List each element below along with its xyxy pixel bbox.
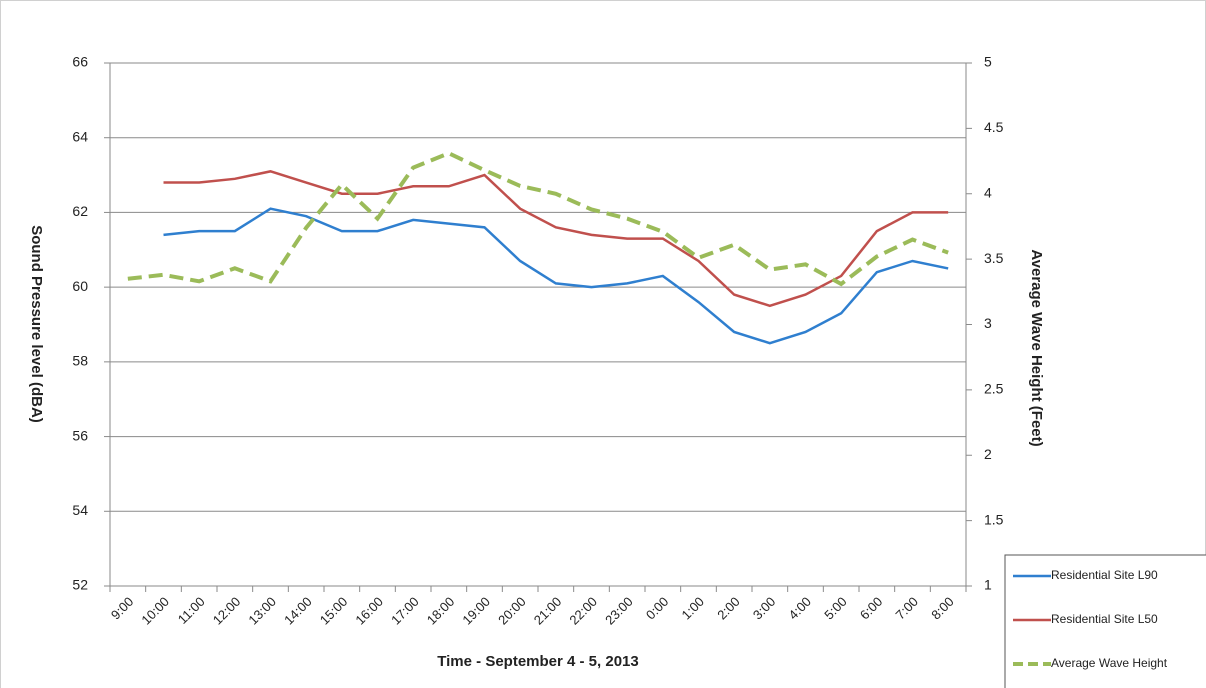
y2-tick-label: 5 — [984, 54, 992, 70]
x-tick-label: 2:00 — [714, 594, 743, 623]
x-tick-label: 0:00 — [643, 594, 672, 623]
y2-axis-title: Average Wave Height (Feet) — [1028, 249, 1045, 446]
y2-tick-label: 1 — [984, 577, 992, 593]
legend-label: Residential Site L90 — [1051, 568, 1158, 582]
x-tick-label: 21:00 — [531, 594, 565, 628]
x-tick-label: 12:00 — [210, 594, 244, 628]
x-tick-label: 16:00 — [352, 594, 386, 628]
x-tick-label: 11:00 — [175, 594, 208, 627]
x-tick-label: 13:00 — [245, 594, 279, 628]
x-tick-label: 7:00 — [893, 594, 922, 623]
y2-tick-label: 4.5 — [984, 119, 1004, 135]
y2-tick-label: 1.5 — [984, 511, 1004, 527]
series-line — [127, 151, 949, 287]
x-tick-label: 23:00 — [602, 594, 636, 628]
x-tick-label: 20:00 — [495, 594, 529, 628]
x-tick-label: 22:00 — [566, 594, 600, 628]
x-tick-label: 18:00 — [424, 594, 458, 628]
y-tick-label: 58 — [72, 353, 88, 369]
legend-label: Average Wave Height — [1051, 656, 1168, 670]
x-tick-label: 4:00 — [786, 594, 815, 623]
y-axis-title: Sound Pressure level (dBA) — [28, 225, 45, 423]
x-tick-label: 6:00 — [857, 594, 886, 623]
y-tick-label: 60 — [72, 278, 88, 294]
x-tick-label: 8:00 — [928, 594, 957, 623]
x-axis-title: Time - September 4 - 5, 2013 — [437, 653, 638, 670]
y2-tick-label: 3.5 — [984, 250, 1004, 266]
x-tick-label: 1:00 — [679, 594, 708, 623]
x-tick-label: 17:00 — [388, 594, 422, 628]
y-tick-label: 54 — [72, 502, 88, 518]
x-tick-label: 3:00 — [750, 594, 779, 623]
y-tick-label: 64 — [72, 128, 88, 144]
y2-tick-label: 2.5 — [984, 381, 1004, 397]
y-tick-label: 56 — [72, 427, 88, 443]
y2-tick-label: 4 — [984, 184, 992, 200]
x-tick-label: 9:00 — [108, 594, 137, 623]
y-tick-label: 66 — [72, 54, 88, 70]
x-tick-label: 14:00 — [281, 594, 315, 628]
x-tick-label: 15:00 — [317, 594, 351, 628]
x-tick-label: 5:00 — [821, 594, 850, 623]
y2-tick-label: 3 — [984, 315, 992, 331]
x-tick-label: 19:00 — [459, 594, 493, 628]
y-tick-label: 62 — [72, 203, 88, 219]
y-tick-label: 52 — [72, 577, 88, 593]
series-line — [163, 170, 949, 308]
legend-label: Residential Site L50 — [1051, 612, 1158, 626]
y2-tick-label: 2 — [984, 446, 992, 462]
series-line — [163, 207, 949, 345]
x-tick-label: 10:00 — [138, 594, 172, 628]
